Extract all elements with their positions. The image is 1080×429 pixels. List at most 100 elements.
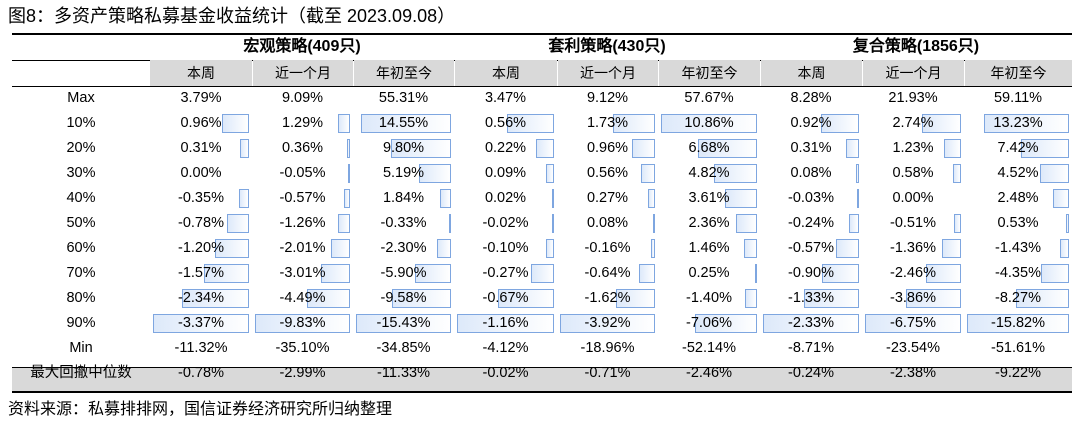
data-bar [448,214,451,233]
data-cell: -0.71% [584,365,631,381]
data-bar [436,239,451,258]
table-rule [12,391,1072,393]
group-header: 套利策略(430只) [548,38,666,55]
data-bar [865,314,961,333]
data-cell: -2.33% [788,315,834,331]
data-bar [857,189,859,208]
data-bar [507,114,554,133]
data-bar [535,139,554,158]
figure-title: 图8：多资产策略私募基金收益统计（截至 2023.09.08） [8,6,456,26]
source-note: 资料来源：私募排排网，国信证券经济研究所归纳整理 [8,401,393,418]
data-cell: 0.31% [180,140,222,156]
data-cell: -1.43% [995,240,1041,256]
data-cell: 0.96% [180,115,222,131]
data-cell: -18.96% [580,340,635,356]
header-corner [12,60,150,86]
data-cell: -4.35% [995,265,1041,281]
data-cell: -1.16% [482,315,529,331]
data-bar [457,314,554,333]
data-bar [531,264,554,283]
column-header: 近一个月 [253,60,353,86]
data-bar [414,264,451,283]
data-cell: -51.61% [990,340,1045,356]
data-cell: 2.48% [997,190,1039,206]
data-cell: -2.38% [890,365,936,381]
data-cell: -0.03% [788,190,834,206]
data-bar [346,139,350,158]
data-cell: -0.35% [178,190,224,206]
data-cell: -0.78% [178,215,224,231]
data-bar [560,314,655,333]
data-cell: -35.10% [275,340,330,356]
row-label: 40% [66,190,96,206]
data-cell: -0.90% [788,265,834,281]
data-cell: -2.01% [279,240,326,256]
data-bar [153,314,249,333]
data-bar [804,289,859,308]
data-bar [320,264,350,283]
data-bar [204,264,249,283]
data-cell: -1.40% [686,290,732,306]
data-cell: -2.30% [380,240,427,256]
data-cell: 0.08% [586,215,629,231]
data-cell: -9.58% [380,290,427,306]
data-bar [1059,239,1069,258]
data-bar [744,289,757,308]
data-cell: -3.92% [584,315,631,331]
data-bar [356,314,451,333]
column-header: 近一个月 [558,60,658,86]
data-bar [631,139,655,158]
data-cell: -3.01% [279,265,326,281]
data-bar [846,139,859,158]
data-cell: 5.19% [382,165,425,181]
row-label: Max [67,90,95,106]
data-cell: -6.75% [890,315,936,331]
data-bar [941,239,961,258]
data-bar [763,314,859,333]
data-cell: -3.86% [890,290,936,306]
column-header: 本周 [150,60,252,86]
data-bar [1039,164,1069,183]
data-cell: 2.74% [892,115,934,131]
data-cell: -0.51% [890,215,936,231]
data-cell: -9.22% [995,365,1041,381]
data-cell: 57.67% [684,90,734,106]
row-label: 20% [66,140,96,156]
data-bar [348,164,350,183]
data-cell: 6.68% [688,140,730,156]
data-bar [214,239,249,258]
data-cell: -7.06% [686,315,732,331]
data-bar [661,114,757,133]
data-bar [639,264,655,283]
data-bar [922,114,961,133]
data-cell: 1.46% [688,240,730,256]
data-cell: -2.46% [686,365,732,381]
data-cell: 1.23% [892,140,934,156]
data-cell: 2.36% [688,215,730,231]
data-cell: 0.58% [892,165,934,181]
data-cell: 0.53% [997,215,1039,231]
row-label: 10% [66,115,96,131]
data-cell: -1.26% [279,215,326,231]
data-cell: -0.33% [380,215,427,231]
data-bar [1053,189,1069,208]
data-bar [221,114,249,133]
data-cell: -0.57% [788,240,834,256]
data-cell: 3.61% [688,190,730,206]
data-cell: 13.23% [993,115,1043,131]
column-header: 年初至今 [659,60,760,86]
column-header: 年初至今 [354,60,454,86]
data-cell: -2.99% [279,365,326,381]
data-bar [926,264,961,283]
data-bar [390,139,451,158]
data-cell: 0.56% [484,115,527,131]
data-cell: -0.67% [482,290,529,306]
data-bar [552,214,554,233]
data-cell: 4.52% [997,165,1039,181]
data-bar [953,214,961,233]
row-label: 最大回撤中位数 [30,365,132,381]
data-bar [226,214,249,233]
data-cell: -0.10% [482,240,529,256]
data-cell: -2.46% [890,265,936,281]
data-bar [1015,289,1069,308]
